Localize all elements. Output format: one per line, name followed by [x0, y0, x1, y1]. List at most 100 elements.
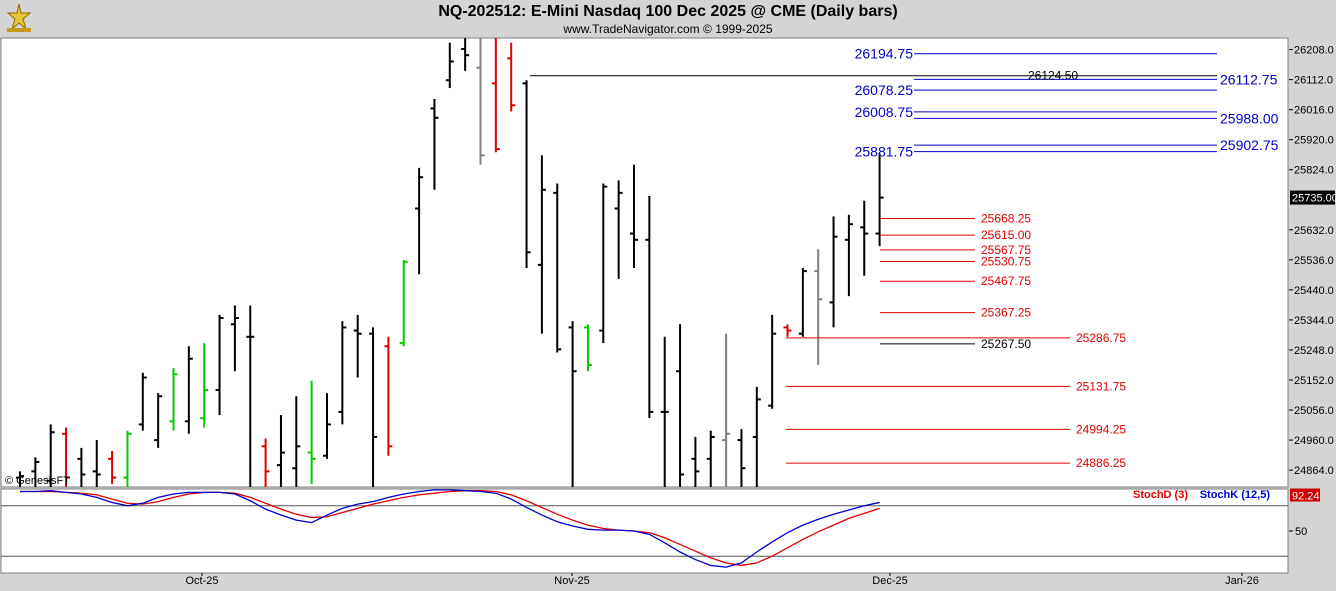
stoch-last-label: 92.24: [1292, 491, 1320, 503]
price-bar: [645, 196, 654, 419]
y-tick-label: 24864.0: [1294, 465, 1334, 477]
price-bar: [31, 457, 40, 487]
price-bar: [783, 324, 792, 337]
price-bar: [630, 164, 638, 268]
copyright-label: © GenesisFT: [5, 475, 70, 487]
price-bar: [292, 396, 301, 487]
red-level-label: 25615.00: [981, 228, 1031, 242]
red-level-label: 24994.25: [1076, 422, 1126, 436]
y-tick-label: 24960.0: [1294, 435, 1334, 447]
stochastic-group: StochD (3) StochK (12,5) 50 92.24: [20, 488, 1320, 568]
blue-level-label: 26194.75: [855, 46, 914, 62]
price-bar: [92, 440, 101, 487]
price-bar: [276, 415, 285, 487]
price-bar: [737, 429, 746, 487]
blue-level-label: 25988.00: [1220, 110, 1279, 126]
blue-level-label: 26112.75: [1220, 71, 1278, 87]
price-panel: [0, 37, 1289, 488]
price-bar: [184, 346, 193, 434]
price-bar: [461, 38, 470, 71]
price-bar: [860, 200, 869, 276]
price-bar: [491, 38, 500, 153]
x-tick-label: Nov-25: [554, 575, 589, 587]
blue-level-label: 25902.75: [1220, 137, 1279, 153]
y-tick-label: 26208.0: [1294, 45, 1334, 57]
price-bar: [369, 327, 378, 487]
red-level-label: 25286.75: [1076, 331, 1126, 345]
price-bar: [599, 183, 608, 344]
price-bar: [537, 155, 546, 334]
red-level-label: 25367.25: [981, 306, 1031, 320]
last-price-box: [1290, 190, 1335, 205]
red-level-label: 25131.75: [1076, 379, 1126, 393]
blue-level-label: 26008.75: [855, 104, 914, 120]
price-bar: [169, 368, 178, 431]
blue-level-label: 25881.75: [855, 144, 914, 160]
stoch-last-box: [1290, 488, 1320, 502]
price-bar: [568, 321, 577, 487]
y-tick-label: 25344.0: [1294, 315, 1334, 327]
price-levels-group: 26194.75 26078.25 26008.75 25881.75 26112.75…: [530, 46, 1279, 470]
stoch-k-legend: StochK (12,5): [1200, 489, 1271, 501]
price-bar: [583, 324, 592, 372]
price-bar: [660, 336, 669, 487]
price-bar: [829, 216, 838, 328]
price-bars-group: [16, 38, 884, 487]
price-bar: [814, 249, 823, 365]
price-bar: [430, 99, 439, 190]
y-tick-label: 25920.0: [1294, 135, 1334, 147]
y-tick-label: 25536.0: [1294, 255, 1334, 267]
price-bar: [798, 267, 807, 337]
price-bar: [752, 386, 761, 487]
black-level-label: 25267.50: [981, 337, 1031, 351]
y-tick-label: 25440.0: [1294, 285, 1334, 297]
price-bar: [16, 471, 24, 487]
price-bar: [399, 260, 408, 347]
price-bar: [338, 321, 347, 425]
price-bar: [353, 314, 362, 378]
price-bar: [261, 438, 270, 487]
price-bar: [154, 393, 163, 448]
red-level-label: 25467.75: [981, 274, 1031, 288]
axes-group: 26208.0 26112.0 26016.0 25920.0 25824.0 25632…: [5, 45, 1336, 587]
red-level-label: 25530.75: [981, 254, 1031, 268]
price-bar: [215, 314, 224, 416]
x-tick-label: Jan-26: [1225, 575, 1259, 587]
price-bar: [123, 430, 132, 487]
y-tick-label: 25824.0: [1294, 165, 1334, 177]
chart-subtitle: www.TradeNavigator.com © 1999-2025: [563, 22, 773, 36]
red-level-label: 25567.75: [981, 243, 1031, 257]
price-bar: [507, 42, 516, 112]
price-bar: [62, 427, 71, 487]
price-bar: [476, 38, 485, 165]
price-bar: [768, 314, 777, 409]
chart-header: NQ-202512: E-Mini Nasdaq 100 Dec 2025 @ …: [0, 0, 1336, 38]
x-tick-label: Oct-25: [185, 575, 218, 587]
trade-navigator-logo-icon: [6, 3, 32, 32]
price-bar: [445, 42, 454, 89]
price-bar: [614, 180, 623, 279]
price-bar: [246, 305, 255, 487]
price-bar: [323, 393, 331, 459]
x-tick-label: Dec-25: [872, 575, 907, 587]
chart-frames: [0, 37, 1335, 574]
last-price-label: 25735.00: [1292, 193, 1336, 205]
price-bar: [875, 153, 884, 247]
price-bar: [553, 183, 562, 353]
price-bar: [706, 430, 715, 487]
stoch-line: [20, 489, 880, 568]
price-bar: [676, 324, 685, 487]
y-tick-label: 26112.0: [1294, 75, 1333, 87]
price-bar: [384, 336, 393, 456]
blue-level-label: 26078.25: [855, 82, 914, 98]
price-bar: [46, 424, 55, 487]
red-level-label: 25668.25: [981, 211, 1031, 225]
price-bar: [522, 80, 531, 268]
y-tick-label: 25632.0: [1294, 225, 1334, 237]
stoch-d-legend: StochD (3): [1133, 489, 1188, 501]
price-bar: [691, 436, 700, 487]
price-bar: [77, 447, 86, 487]
price-bar: [415, 167, 424, 275]
stoch-y-tick-label: 50: [1295, 526, 1307, 538]
